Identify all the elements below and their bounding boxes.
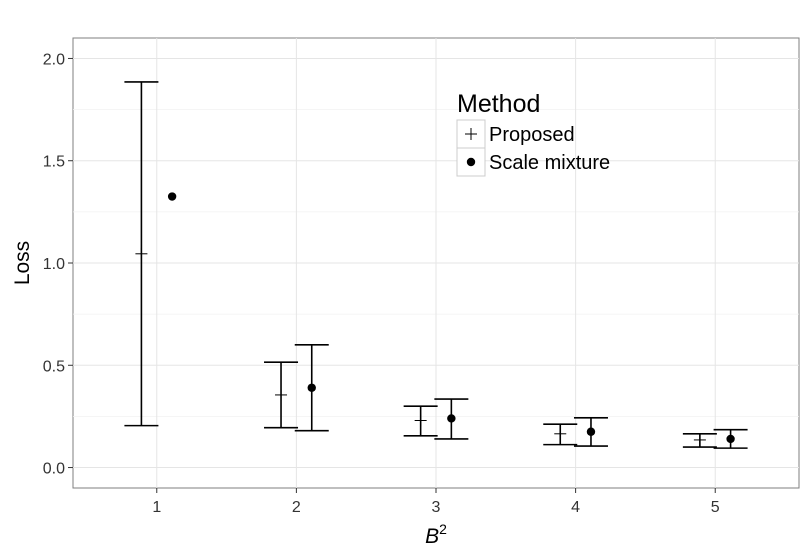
data-point-dot — [726, 434, 735, 444]
data-point-dot — [447, 414, 456, 423]
x-tick-label: 2 — [292, 499, 301, 516]
data-point-plus — [414, 414, 427, 427]
data-point-plus — [135, 247, 148, 260]
x-tick-label: 1 — [152, 499, 161, 516]
y-axis-title: Loss — [11, 241, 34, 285]
series-proposed — [124, 81, 717, 448]
y-tick-label: 1.5 — [43, 154, 65, 171]
legend-items: Proposed Scale mixture — [456, 119, 610, 177]
x-axis-title-superscript: 2 — [439, 521, 447, 537]
legend-title: Method — [457, 90, 540, 118]
x-axis-title: B2 — [425, 521, 447, 548]
legend-dot — [466, 157, 476, 167]
x-tick-label: 4 — [571, 499, 580, 516]
legend: Method Proposed Scale mixture — [456, 90, 610, 177]
x-axis-title-base: B — [425, 525, 439, 548]
y-axis: 0.0 0.5 1.0 1.5 2.0 — [43, 51, 73, 478]
data-point-plus — [693, 433, 706, 446]
data-point-dot — [586, 427, 596, 436]
x-tick-label: 5 — [711, 499, 720, 516]
data-point-dot — [167, 192, 177, 201]
y-tick-label: 0.0 — [43, 461, 65, 478]
x-axis: 1 2 3 4 5 — [152, 488, 720, 516]
data-point-plus — [275, 388, 288, 401]
legend-item-scale-mixture: Scale mixture — [456, 147, 610, 177]
legend-label: Proposed — [489, 124, 575, 146]
y-tick-label: 2.0 — [43, 51, 65, 68]
legend-label: Scale mixture — [489, 152, 610, 174]
grid — [73, 38, 799, 488]
y-tick-label: 0.5 — [43, 358, 65, 375]
data-point-dot — [307, 383, 316, 392]
series-scale-mixture — [167, 192, 748, 449]
legend-item-proposed: Proposed — [456, 119, 575, 149]
x-tick-label: 3 — [432, 499, 441, 516]
data-marks — [124, 81, 748, 449]
data-point-plus — [554, 427, 567, 440]
y-tick-label: 1.0 — [43, 256, 65, 273]
